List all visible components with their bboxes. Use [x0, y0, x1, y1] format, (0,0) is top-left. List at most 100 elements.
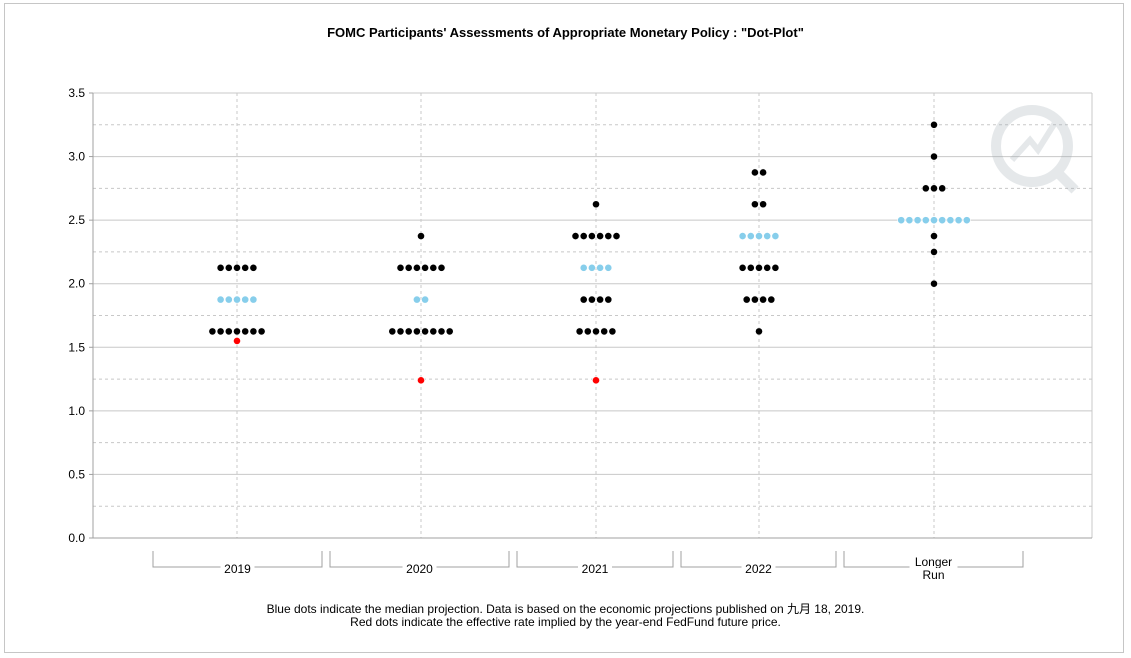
- median-dot: [588, 263, 596, 272]
- median-dot: [738, 232, 747, 240]
- category-label-background: [741, 562, 776, 576]
- participant-dot: [249, 263, 258, 272]
- participant-dot: [575, 327, 584, 336]
- gridlines: [93, 92, 1093, 538]
- participant-dot: [208, 327, 217, 336]
- participant-dot: [257, 327, 266, 336]
- participant-dot: [233, 263, 241, 272]
- participant-dot: [216, 263, 225, 272]
- participant-dot: [771, 263, 780, 272]
- median-dot: [216, 295, 225, 304]
- participant-dot: [249, 327, 258, 336]
- future-implied-dot: [417, 376, 425, 385]
- median-dot: [954, 216, 963, 225]
- category-label: 2022: [745, 562, 772, 576]
- participant-dot: [930, 152, 938, 161]
- y-tick-label: 1.5: [68, 340, 85, 354]
- median-dot: [233, 295, 241, 304]
- participant-dot: [592, 327, 600, 336]
- category-label-background: [578, 562, 612, 576]
- median-dot: [921, 216, 930, 225]
- y-tick-label: 2.0: [68, 277, 85, 291]
- median-dot: [930, 216, 938, 225]
- median-dot: [938, 216, 947, 225]
- participant-dot: [751, 295, 759, 304]
- category-label-background: [920, 568, 947, 582]
- participant-dot: [930, 279, 938, 288]
- median-dot: [579, 263, 588, 272]
- axes: [89, 92, 1092, 539]
- future-implied-dot: [592, 376, 600, 385]
- category-label: 2019: [224, 562, 251, 576]
- category-label: 2021: [582, 562, 609, 576]
- participant-dot: [742, 295, 751, 304]
- participant-dot: [596, 232, 604, 240]
- participant-dot: [921, 184, 930, 193]
- participant-dot: [751, 200, 759, 209]
- participant-dot: [571, 232, 580, 240]
- participant-dot: [588, 232, 596, 240]
- y-tick-label: 3.5: [68, 86, 85, 100]
- participant-dot: [600, 327, 609, 336]
- category-label-background: [909, 555, 958, 569]
- participant-dot: [421, 263, 429, 272]
- median-dot: [596, 263, 604, 272]
- participant-dot: [608, 327, 617, 336]
- y-tick-label: 0.0: [68, 531, 85, 545]
- participant-dot: [216, 327, 225, 336]
- participant-dot: [224, 263, 233, 272]
- participant-dot: [755, 263, 763, 272]
- participant-dot: [579, 295, 588, 304]
- median-dot: [604, 263, 613, 272]
- median-dot: [946, 216, 955, 225]
- participant-dot: [224, 327, 233, 336]
- participant-dot: [751, 168, 759, 177]
- median-dot: [224, 295, 233, 304]
- median-dot: [746, 232, 755, 240]
- chart-title: FOMC Participants' Assessments of Approp…: [327, 25, 804, 40]
- category-label-background: [220, 562, 255, 576]
- chart-logo-icon: [991, 105, 1079, 194]
- participant-dot: [592, 200, 600, 209]
- participant-dot: [429, 327, 438, 336]
- median-dot: [913, 216, 922, 225]
- y-tick-label: 1.0: [68, 404, 85, 418]
- participant-dot: [759, 168, 767, 177]
- participant-dot: [604, 232, 613, 240]
- participant-dot: [583, 327, 592, 336]
- participant-dot: [412, 263, 421, 272]
- median-dot: [412, 295, 421, 304]
- category-label: Run: [922, 568, 944, 582]
- participant-dot: [746, 263, 755, 272]
- participant-dot: [404, 263, 413, 272]
- y-tick-labels: 0.0 0.5 1.0 1.5 2.0 2.5 3.0 3.5: [68, 86, 85, 545]
- y-tick-label: 3.0: [68, 150, 85, 164]
- median-dot: [249, 295, 258, 304]
- category-label-background: [402, 562, 437, 576]
- participant-dot: [412, 327, 421, 336]
- median-dot: [421, 295, 429, 304]
- participant-dot: [755, 327, 763, 336]
- median-dot: [755, 232, 763, 240]
- median-dot: [241, 295, 250, 304]
- participant-dot: [579, 232, 588, 240]
- participant-dot: [421, 327, 429, 336]
- participant-dot: [767, 295, 776, 304]
- chart-frame: [4, 3, 1124, 653]
- participant-dot: [759, 200, 767, 209]
- median-dot: [962, 216, 971, 225]
- participant-dot: [604, 295, 613, 304]
- participant-dot: [930, 120, 938, 129]
- participant-dot: [930, 184, 938, 193]
- median-dot: [905, 216, 914, 225]
- dots: [208, 120, 971, 385]
- participant-dot: [738, 263, 747, 272]
- participant-dot: [437, 327, 446, 336]
- y-tick-label: 0.5: [68, 467, 85, 481]
- participant-dot: [396, 327, 405, 336]
- participant-dot: [596, 295, 604, 304]
- y-tick-label: 2.5: [68, 213, 85, 227]
- participant-dot: [241, 263, 250, 272]
